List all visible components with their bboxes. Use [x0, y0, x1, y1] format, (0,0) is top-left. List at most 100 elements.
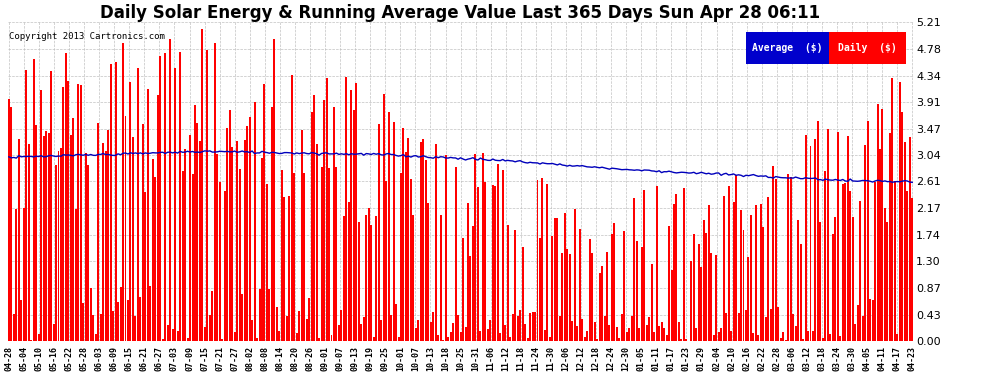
Bar: [680, 339, 682, 341]
Bar: [189, 135, 191, 341]
Bar: [660, 322, 662, 341]
Bar: [765, 318, 767, 341]
Bar: [775, 179, 777, 341]
Bar: [896, 334, 898, 341]
Bar: [624, 231, 626, 341]
Bar: [891, 78, 893, 341]
Bar: [313, 95, 315, 341]
Bar: [564, 213, 566, 341]
Bar: [447, 337, 449, 341]
Bar: [718, 332, 720, 341]
Bar: [849, 191, 851, 341]
Bar: [420, 142, 422, 341]
Bar: [728, 186, 730, 341]
Bar: [777, 307, 779, 341]
Bar: [474, 154, 476, 341]
Bar: [423, 139, 425, 341]
Bar: [733, 202, 735, 341]
Bar: [377, 124, 379, 341]
Bar: [201, 29, 203, 341]
Bar: [522, 247, 524, 341]
Bar: [393, 122, 395, 341]
Bar: [901, 112, 903, 341]
Bar: [388, 112, 390, 341]
Bar: [115, 62, 117, 341]
Bar: [258, 289, 260, 341]
Bar: [899, 82, 901, 341]
Bar: [851, 216, 853, 341]
Bar: [234, 332, 236, 341]
Text: Copyright 2013 Cartronics.com: Copyright 2013 Cartronics.com: [9, 32, 164, 41]
Bar: [859, 201, 861, 341]
Bar: [38, 334, 40, 341]
Bar: [247, 126, 248, 341]
FancyBboxPatch shape: [830, 32, 906, 64]
Bar: [735, 175, 737, 341]
Bar: [80, 85, 82, 341]
Bar: [380, 320, 382, 341]
Bar: [263, 84, 265, 341]
Bar: [352, 110, 354, 341]
Bar: [904, 142, 906, 341]
Bar: [886, 222, 888, 341]
Bar: [869, 300, 871, 341]
Bar: [477, 187, 479, 341]
Bar: [82, 303, 84, 341]
Bar: [266, 184, 268, 341]
Bar: [48, 133, 50, 341]
Bar: [306, 319, 308, 341]
Bar: [591, 253, 593, 341]
Bar: [400, 174, 402, 341]
Bar: [616, 327, 618, 341]
Bar: [31, 340, 33, 341]
Bar: [271, 107, 273, 341]
Bar: [179, 51, 181, 341]
Bar: [318, 338, 320, 341]
Bar: [452, 322, 454, 341]
Bar: [135, 316, 137, 341]
Bar: [658, 326, 660, 341]
Bar: [23, 208, 25, 341]
Bar: [219, 182, 221, 341]
Bar: [36, 125, 38, 341]
Bar: [117, 302, 119, 341]
Bar: [408, 138, 410, 341]
Bar: [844, 183, 846, 341]
Bar: [28, 144, 30, 341]
Bar: [745, 310, 747, 341]
Bar: [911, 198, 913, 341]
Bar: [102, 143, 104, 341]
Bar: [433, 312, 435, 341]
Bar: [772, 166, 774, 341]
Bar: [209, 315, 211, 341]
Bar: [650, 264, 652, 341]
Bar: [864, 145, 866, 341]
Bar: [787, 174, 789, 341]
Bar: [723, 196, 725, 341]
Bar: [410, 179, 412, 341]
Bar: [825, 171, 827, 341]
Bar: [690, 261, 692, 341]
Bar: [609, 325, 611, 341]
Bar: [648, 317, 650, 341]
Bar: [382, 94, 384, 341]
Bar: [347, 202, 349, 341]
Bar: [357, 222, 359, 341]
Bar: [720, 328, 722, 341]
Bar: [614, 224, 616, 341]
Bar: [127, 300, 129, 341]
Bar: [212, 291, 214, 341]
Bar: [795, 326, 797, 341]
Bar: [527, 338, 529, 341]
Bar: [576, 326, 578, 341]
Bar: [176, 331, 178, 341]
Bar: [110, 64, 112, 341]
Bar: [65, 53, 67, 341]
Bar: [137, 68, 139, 341]
Bar: [311, 112, 313, 341]
Bar: [755, 205, 757, 341]
Title: Daily Solar Energy & Running Average Value Last 365 Days Sun Apr 28 06:11: Daily Solar Energy & Running Average Val…: [101, 4, 821, 22]
Text: Daily  ($): Daily ($): [839, 43, 897, 53]
Bar: [644, 190, 645, 341]
Bar: [281, 170, 283, 341]
